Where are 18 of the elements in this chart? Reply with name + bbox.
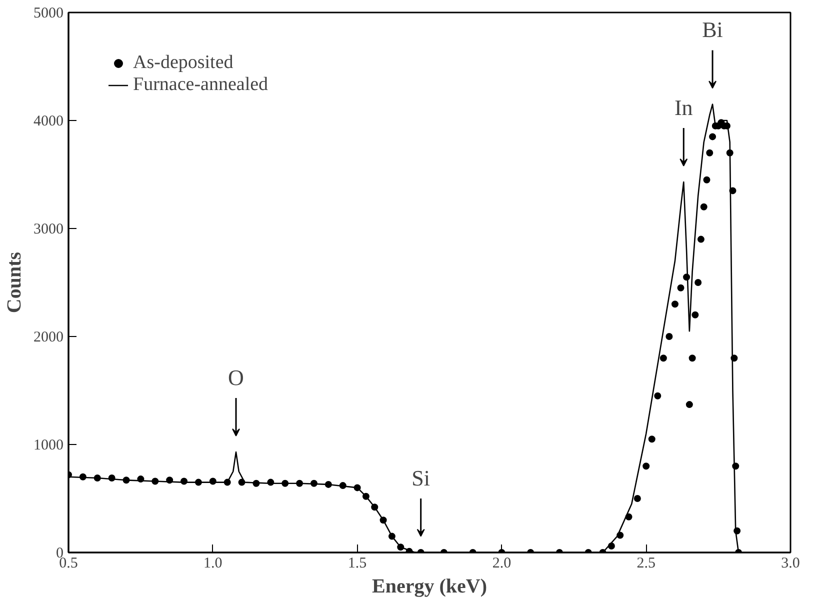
annotation: Si	[412, 465, 430, 490]
legend-label: As-deposited	[133, 52, 234, 74]
annotation: In	[674, 94, 693, 120]
x-tick-label: 3.0	[781, 556, 800, 572]
x-tick-label: 1.0	[204, 556, 222, 572]
x-tick-label: 2.0	[492, 556, 512, 572]
y-tick-label: 3000	[34, 222, 64, 238]
x-tick-label: 1.5	[348, 556, 367, 572]
annotation: Bi	[702, 17, 723, 42]
y-tick-label: 1000	[34, 438, 64, 454]
annotation: O	[228, 364, 244, 390]
y-axis-title: Counts	[4, 252, 26, 314]
y-tick-label: 5000	[34, 6, 64, 22]
x-axis-title: Energy (keV)	[372, 576, 487, 598]
x-tick-label: 2.5	[636, 556, 656, 572]
y-tick-label: 4000	[34, 114, 64, 130]
legend-label: Furnace-annealed	[133, 74, 268, 96]
y-tick-label: 2000	[34, 330, 64, 346]
